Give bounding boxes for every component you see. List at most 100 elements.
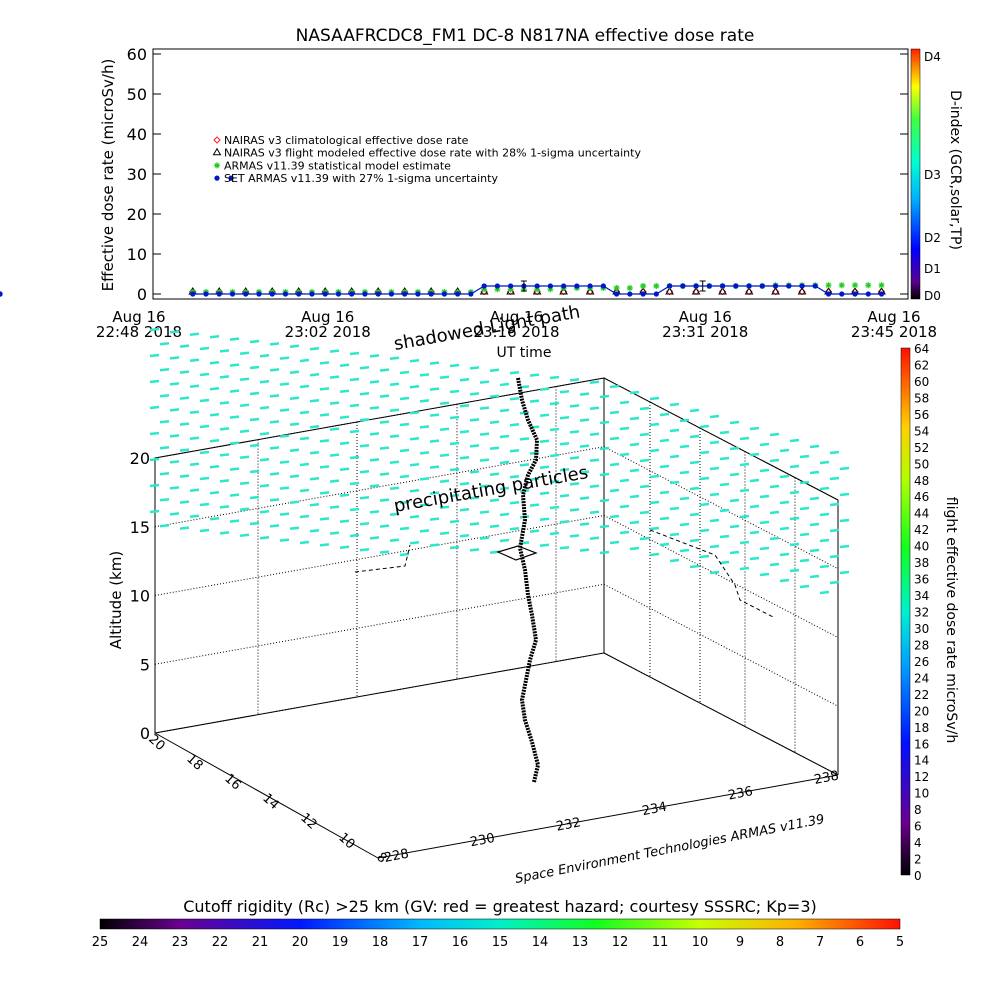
particle-mark	[669, 428, 680, 433]
particle-mark	[559, 519, 570, 524]
point-triangle	[559, 287, 568, 295]
particle-mark	[779, 526, 790, 531]
particle-mark	[399, 448, 410, 453]
back-wall-gridline	[154, 377, 605, 459]
particle-mark	[319, 491, 330, 495]
particle-mark	[359, 443, 370, 448]
longitude-axis-ticks: 228 230 232 234 236 238	[383, 768, 840, 865]
particle-mark	[449, 545, 460, 550]
particle-mark	[159, 341, 170, 346]
particle-mark	[159, 471, 170, 476]
particle-mark	[339, 389, 350, 394]
particle-mark	[679, 444, 690, 449]
particle-mark	[459, 455, 470, 460]
particle-mark	[369, 484, 380, 488]
particle-mark	[319, 387, 330, 391]
particle-mark	[479, 510, 490, 514]
particle-mark	[619, 530, 630, 535]
rate-tick-label: 54	[914, 424, 929, 438]
particle-mark	[759, 494, 770, 499]
rigidity-tick-label: 16	[452, 935, 469, 950]
particle-mark	[249, 417, 260, 422]
particle-mark	[609, 410, 620, 415]
back-wall-gridline	[154, 652, 605, 734]
top-x-tick-date: Aug 16	[679, 308, 732, 326]
particle-mark	[819, 460, 830, 465]
particle-mark	[169, 330, 180, 334]
rigidity-tick-label: 17	[412, 935, 429, 950]
particle-mark	[539, 413, 550, 418]
top-y-tick-label: 50	[127, 85, 147, 104]
particle-mark	[449, 389, 460, 394]
particle-mark	[399, 422, 410, 427]
particle-mark	[809, 574, 820, 579]
particle-mark	[429, 413, 440, 417]
particle-mark	[429, 387, 440, 391]
particle-mark	[599, 472, 610, 477]
particle-mark	[189, 384, 200, 389]
rigidity-axis-tick: 16	[221, 771, 243, 793]
particle-mark	[769, 458, 780, 463]
right-wall-gridline	[603, 652, 839, 776]
particle-mark	[809, 522, 820, 527]
particle-mark	[269, 342, 280, 346]
particle-mark	[729, 498, 740, 503]
legend-label: NAIRAS v3 flight modeled effective dose …	[224, 147, 641, 160]
particle-mark	[299, 436, 310, 441]
rigidity-tick-label: 6	[856, 935, 864, 950]
particle-mark	[369, 432, 380, 436]
particle-mark	[389, 512, 400, 517]
particle-mark	[749, 478, 760, 483]
particle-mark	[519, 463, 530, 467]
particle-mark	[169, 512, 180, 516]
particle-mark	[429, 491, 440, 495]
particle-mark	[159, 419, 170, 424]
rigidity-tick-label: 24	[132, 935, 149, 950]
particle-mark	[589, 458, 600, 463]
particle-mark	[539, 543, 550, 548]
rate-tick-label: 14	[914, 754, 929, 768]
particle-mark	[169, 434, 180, 438]
particle-mark	[149, 431, 160, 436]
particle-mark	[149, 353, 160, 358]
particle-mark	[709, 544, 720, 549]
rate-tick-label: 22	[914, 688, 929, 702]
particle-mark	[679, 548, 690, 553]
top-x-tick-date: Aug 16	[867, 308, 920, 326]
particle-mark	[509, 370, 520, 375]
particle-mark	[479, 536, 490, 540]
series-dot	[0, 280, 885, 297]
particle-mark	[329, 349, 340, 353]
rigidity-tick-label: 13	[572, 935, 589, 950]
particle-mark	[299, 514, 310, 519]
particle-mark	[609, 514, 620, 519]
particle-mark	[609, 488, 620, 493]
particle-mark	[399, 500, 410, 505]
top-y-axis-label: Effective dose rate (microSv/h)	[99, 59, 117, 292]
particle-mark	[189, 332, 200, 337]
particle-mark	[389, 408, 400, 413]
particle-mark	[499, 486, 510, 491]
right-wall-gridline	[603, 377, 839, 501]
rigidity-tick-label: 11	[652, 935, 669, 950]
particle-mark	[689, 564, 700, 569]
particle-mark	[219, 375, 230, 379]
particle-mark	[309, 502, 320, 507]
particle-mark	[749, 530, 760, 535]
particle-mark	[419, 529, 430, 533]
particle-mark	[339, 415, 350, 420]
rigidity-ticks: 25 24 23 22 21 20 19 18 17 16 15 14 13 12 11 10 9 8 7 6 5	[92, 935, 904, 950]
rigidity-tick-label: 25	[92, 935, 109, 950]
particle-mark	[659, 412, 670, 417]
top-x-tick-time: 23:45 2018	[851, 323, 937, 341]
particle-mark	[459, 429, 470, 434]
point-triangle	[585, 287, 595, 295]
top-legend: NAIRAS v3 climatological effective dose …	[212, 134, 641, 185]
top-y-ticks: 0 10 20 30 40 50 60	[127, 45, 908, 304]
particle-mark	[439, 531, 450, 536]
particle-mark	[589, 406, 600, 411]
point-asterisk	[825, 282, 832, 289]
particle-mark	[749, 452, 760, 457]
particle-mark	[369, 536, 380, 540]
